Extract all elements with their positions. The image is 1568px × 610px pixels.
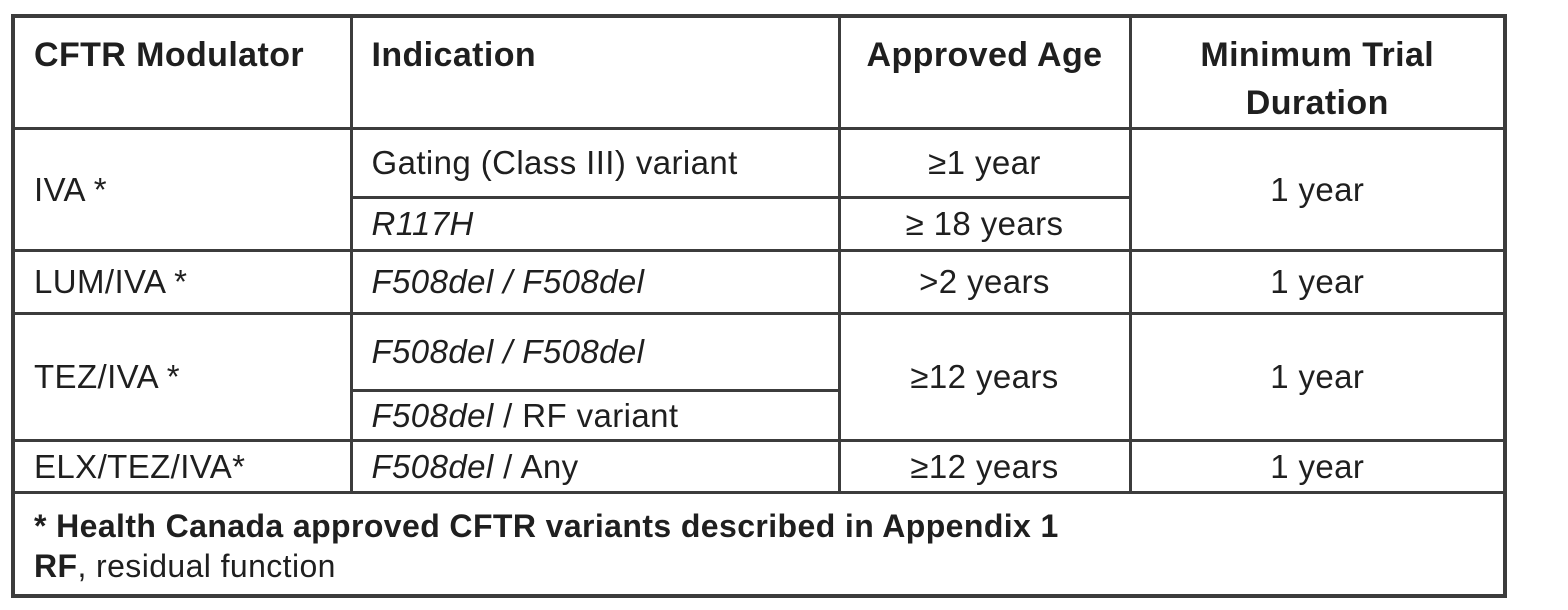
table-row-iva-gating: IVA * Gating (Class III) variant ≥1 year… <box>11 127 1507 252</box>
indication-italic-text: R117H <box>371 205 474 243</box>
cell-age-elx: ≥12 years <box>837 439 1132 494</box>
footnote-rf-abbr: RF <box>34 548 78 584</box>
header-cftr-modulator: CFTR Modulator <box>11 14 353 130</box>
cell-indication-tez-rf: F508del / RF variant <box>349 389 841 442</box>
header-indication: Indication <box>349 14 841 130</box>
table-row-tez-iva-f508: TEZ/IVA * F508del / F508del ≥12 years 1 … <box>11 312 1507 442</box>
cell-indication-elx: F508del / Any <box>349 439 841 494</box>
cell-indication-gating: Gating (Class III) variant <box>349 127 841 199</box>
table-row-tez-iva-rf: F508del / RF variant <box>13 389 1505 442</box>
footnote-rf: RF, residual function <box>34 546 1484 586</box>
cell-duration-tez-iva: 1 year <box>1128 312 1507 442</box>
indication-regular-text: Gating (Class III) variant <box>371 144 738 182</box>
footnote-appendix: * Health Canada approved CFTR variants d… <box>34 508 1059 544</box>
table-row-lum-iva: LUM/IVA * F508del / F508del >2 years 1 y… <box>11 249 1507 315</box>
cell-age-iva-gating: ≥1 year <box>837 127 1132 199</box>
cell-modulator-lum-iva: LUM/IVA * <box>11 249 353 315</box>
table-row-iva-r117h: R117H ≥ 18 years <box>13 196 1505 252</box>
cell-duration-elx: 1 year <box>1128 439 1507 494</box>
cell-indication-tez-f508: F508del / F508del <box>349 312 841 392</box>
cell-modulator-iva: IVA * <box>11 127 353 252</box>
cell-age-tez-iva: ≥12 years <box>837 312 1132 442</box>
cell-modulator-elx-tez-iva: ELX/TEZ/IVA* <box>11 439 353 494</box>
cell-age-iva-r117h: ≥ 18 years <box>837 196 1132 252</box>
header-min-trial-duration: Minimum Trial Duration <box>1128 14 1507 130</box>
footnote-rf-text: , residual function <box>77 548 336 584</box>
indication-italic-text: F508del <box>371 447 494 485</box>
indication-italic-text: F508del <box>371 396 494 434</box>
cell-indication-lum-iva: F508del / F508del <box>349 249 841 315</box>
indication-italic-text: F508del / F508del <box>371 263 645 301</box>
cell-age-lum-iva: >2 years <box>837 249 1132 315</box>
indication-regular-text: / Any <box>493 447 579 485</box>
table-row-elx-tez-iva: ELX/TEZ/IVA* F508del / Any ≥12 years 1 y… <box>11 439 1507 494</box>
table-footnote-row: * Health Canada approved CFTR variants d… <box>11 491 1507 598</box>
cell-duration-lum-iva: 1 year <box>1128 249 1507 315</box>
cell-duration-iva: 1 year <box>1128 127 1507 252</box>
header-approved-age: Approved Age <box>837 14 1132 130</box>
table-header-row: CFTR Modulator Indication Approved Age M… <box>11 14 1507 130</box>
cell-modulator-tez-iva: TEZ/IVA * <box>11 312 353 442</box>
cell-indication-r117h: R117H <box>349 196 841 252</box>
indication-italic-text: F508del / F508del <box>371 333 645 371</box>
cftr-modulator-table: CFTR Modulator Indication Approved Age M… <box>11 14 1507 598</box>
indication-regular-text: / RF variant <box>493 396 679 434</box>
footnote-cell: * Health Canada approved CFTR variants d… <box>11 491 1507 598</box>
